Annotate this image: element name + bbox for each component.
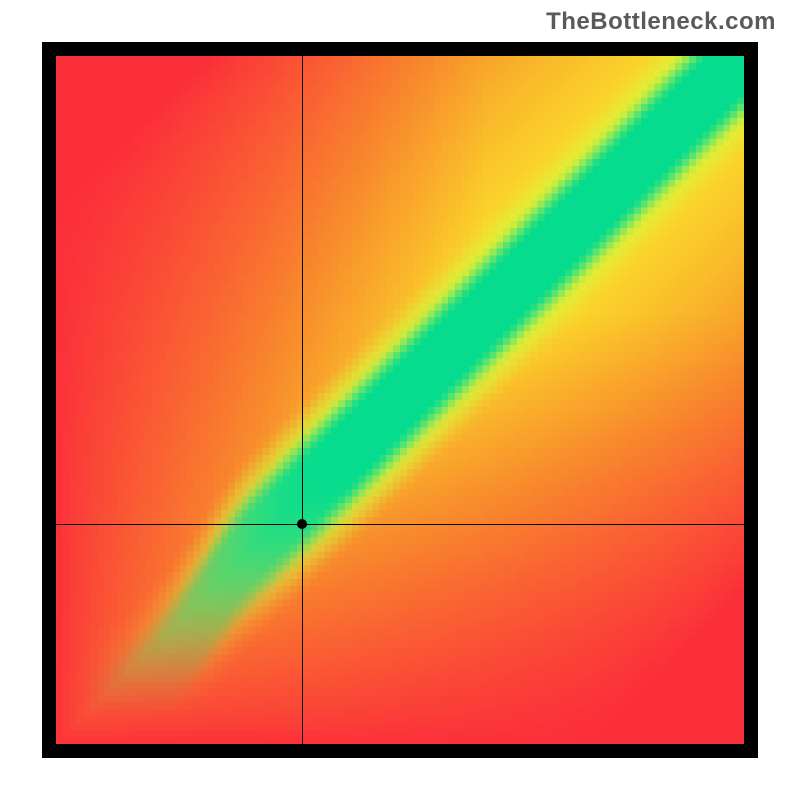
crosshair-marker xyxy=(297,519,307,529)
watermark-text: TheBottleneck.com xyxy=(546,8,776,36)
chart-container: TheBottleneck.com xyxy=(0,0,800,800)
plot-frame xyxy=(42,42,758,758)
crosshair-horizontal xyxy=(56,524,744,525)
bottleneck-heatmap xyxy=(56,56,744,744)
crosshair-vertical xyxy=(302,56,303,744)
